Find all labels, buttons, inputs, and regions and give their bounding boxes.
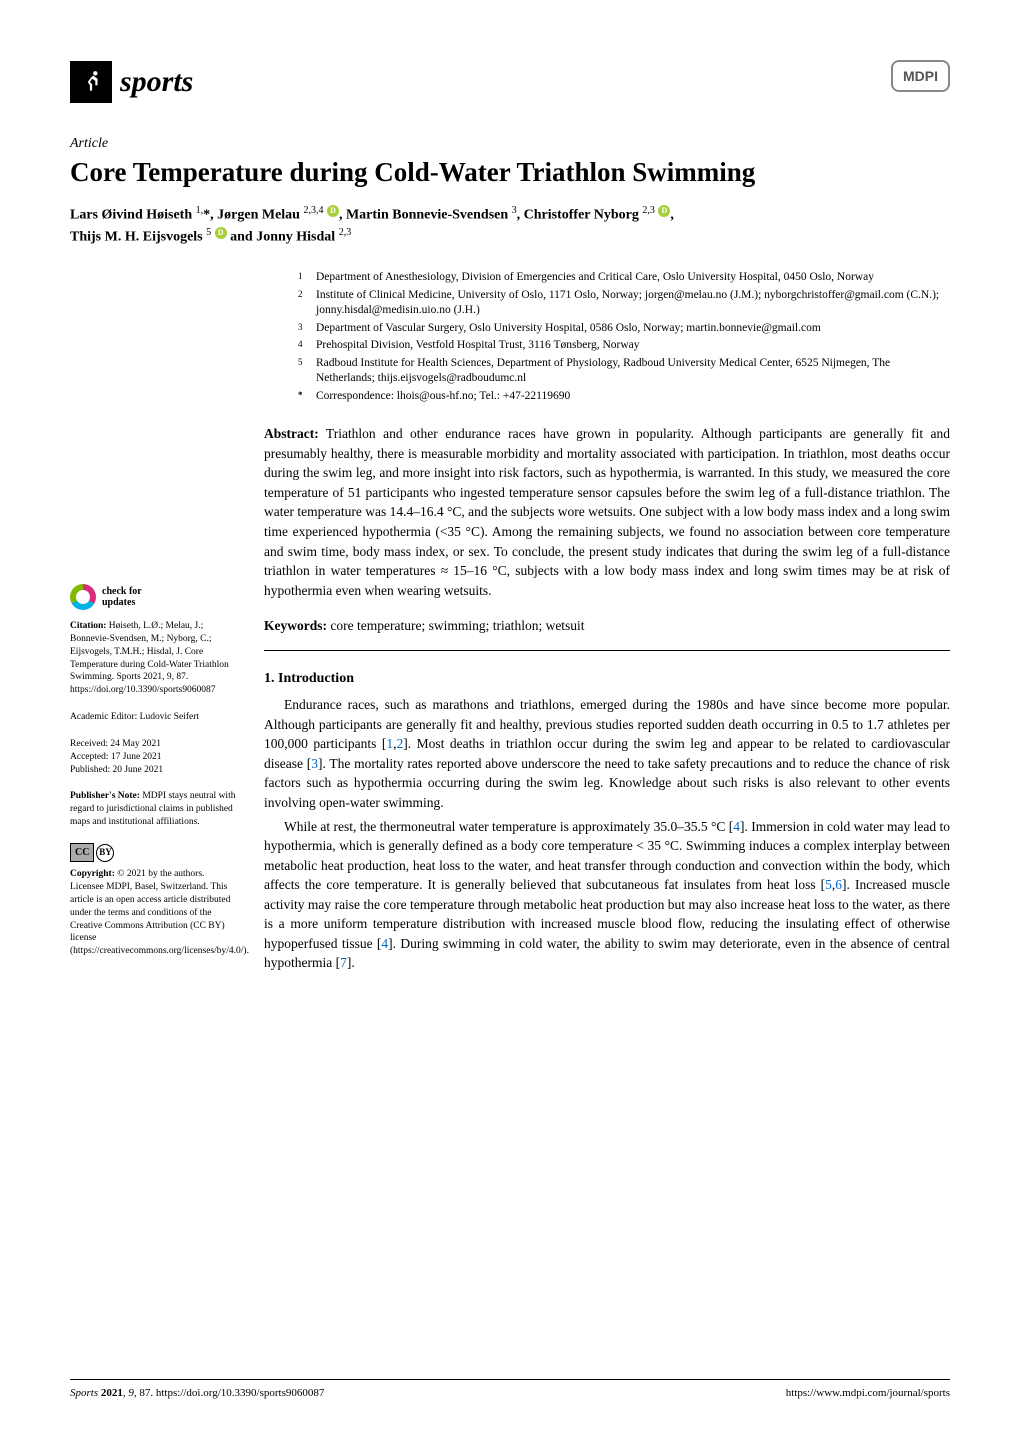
divider [264,650,950,651]
dates-block: Received: 24 May 2021 Accepted: 17 June … [70,738,240,776]
footer-right[interactable]: https://www.mdpi.com/journal/sports [786,1386,950,1402]
article-title: Core Temperature during Cold-Water Triat… [70,156,950,188]
citation-label: Citation: [70,621,106,631]
author-list: Lars Øivind Høiseth 1,*, Jørgen Melau 2,… [70,204,950,248]
copyright-block: Copyright: © 2021 by the authors. Licens… [70,868,240,958]
footer-left: Sports 2021, 9, 87. https://doi.org/10.3… [70,1386,324,1402]
affiliation-item: 5Radboud Institute for Health Sciences, … [298,356,950,387]
main-content: Abstract: Triathlon and other endurance … [264,424,950,977]
ref-link[interactable]: 1 [386,736,393,751]
by-icon: BY [96,844,114,862]
cc-icon: CC [70,843,94,863]
page-footer: Sports 2021, 9, 87. https://doi.org/10.3… [70,1379,950,1402]
publishers-note-block: Publisher's Note: MDPI stays neutral wit… [70,790,240,828]
ref-link[interactable]: 2 [397,736,404,751]
cc-license-badge: CC BY [70,843,240,863]
abstract: Abstract: Triathlon and other endurance … [264,424,950,600]
affiliation-item: 3Department of Vascular Surgery, Oslo Un… [298,321,950,337]
abstract-label: Abstract: [264,426,319,441]
orcid-icon: D [215,227,227,239]
ref-link[interactable]: 7 [340,955,347,970]
sidebar-meta: check forupdates Citation: Høiseth, L.Ø.… [70,424,240,972]
keywords-text: core temperature; swimming; triathlon; w… [330,618,584,633]
orcid-icon: D [658,205,670,217]
citation-text: Høiseth, L.Ø.; Melau, J.; Bonnevie-Svend… [70,621,229,695]
journal-name: sports [120,60,193,104]
header: sports MDPI [70,60,950,104]
runner-icon [70,61,112,103]
correspondence: *Correspondence: lhois@ous-hf.no; Tel.: … [298,389,950,405]
article-label: Article [70,134,950,154]
citation-block: Citation: Høiseth, L.Ø.; Melau, J.; Bonn… [70,620,240,697]
affiliation-item: 1Department of Anesthesiology, Division … [298,270,950,286]
ref-link[interactable]: 4 [733,819,740,834]
keywords-label: Keywords: [264,618,327,633]
editor-block: Academic Editor: Ludovic Seifert [70,711,240,724]
affiliation-list: 1Department of Anesthesiology, Division … [298,270,950,404]
ref-link[interactable]: 6 [835,877,842,892]
body-paragraph: Endurance races, such as marathons and t… [264,695,950,812]
section-heading: 1. Introduction [264,669,950,689]
check-updates-icon [70,584,96,610]
abstract-text: Triathlon and other endurance races have… [264,426,950,598]
affiliation-item: 2Institute of Clinical Medicine, Univers… [298,288,950,319]
body-paragraph: While at rest, the thermoneutral water t… [264,817,950,974]
check-updates-badge[interactable]: check forupdates [70,584,240,610]
ref-link[interactable]: 3 [311,756,318,771]
ref-link[interactable]: 4 [381,936,388,951]
keywords: Keywords: core temperature; swimming; tr… [264,616,950,636]
affiliation-item: 4Prehospital Division, Vestfold Hospital… [298,338,950,354]
ref-link[interactable]: 5 [825,877,832,892]
publisher-logo: MDPI [891,60,950,92]
orcid-icon: D [327,205,339,217]
journal-logo: sports [70,60,193,104]
